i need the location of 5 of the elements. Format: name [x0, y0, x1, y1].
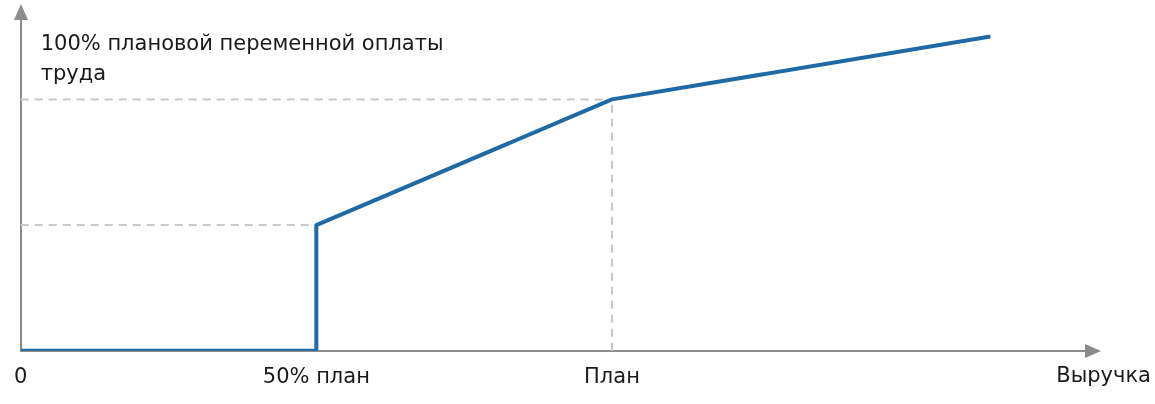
x-axis-title: Выручка: [1056, 363, 1151, 388]
x-tick-label: План: [584, 363, 640, 388]
x-tick-label: 0: [13, 363, 28, 388]
y-axis-title: 100% плановой переменной оплаты труда: [40, 31, 444, 86]
x-tick-label: 50% план: [262, 363, 370, 388]
